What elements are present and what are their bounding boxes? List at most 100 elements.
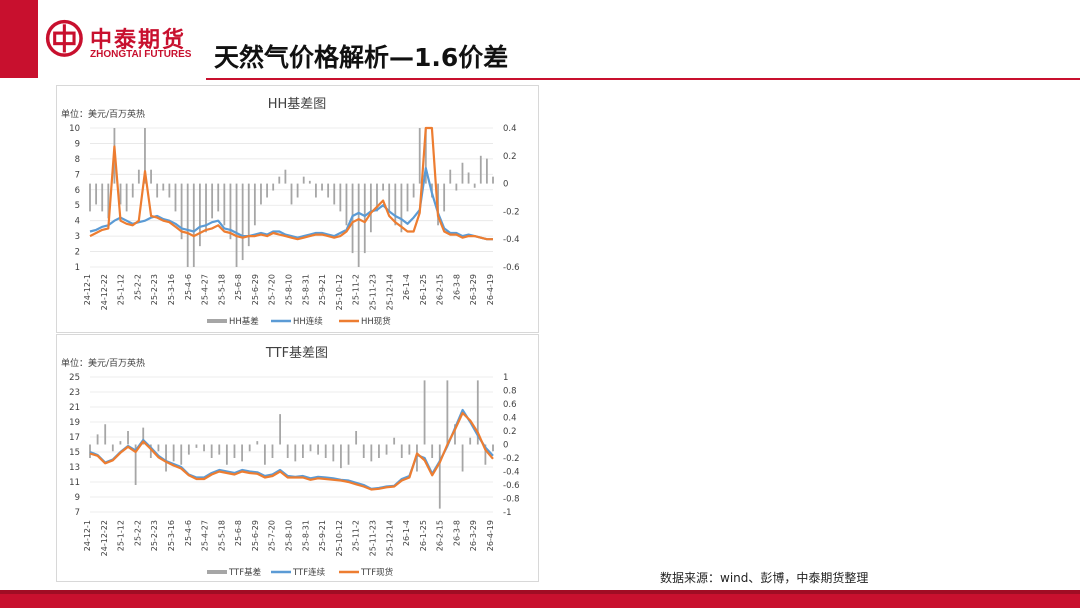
basis-bar bbox=[162, 183, 165, 191]
basis-bar bbox=[187, 444, 190, 455]
y-tick-label: 17 bbox=[69, 433, 80, 443]
y-tick-label: 3 bbox=[75, 232, 80, 242]
basis-bar bbox=[101, 183, 104, 212]
x-tick-label: 25-3-16 bbox=[167, 520, 176, 551]
basis-bar bbox=[461, 162, 464, 184]
basis-bar bbox=[186, 183, 189, 267]
basis-bar bbox=[492, 176, 494, 184]
basis-bar bbox=[137, 169, 140, 184]
ttf-basis-panel: TTF基差图 单位：美元/百万英热 7 9 11 13 15 17 19 21 23 25 -1 -0.8… bbox=[56, 334, 539, 582]
y2-tick-label: 0.2 bbox=[503, 152, 517, 162]
y2-tick-label: -0.6 bbox=[503, 263, 520, 273]
y2-tick-label: 0.4 bbox=[503, 414, 517, 424]
y-tick-label: 13 bbox=[69, 463, 80, 473]
x-tick-label: 25-9-21 bbox=[318, 274, 327, 305]
basis-bar bbox=[418, 128, 421, 184]
basis-bar bbox=[355, 431, 358, 445]
x-tick-label: 25-8-10 bbox=[285, 520, 294, 551]
y-tick-label: 15 bbox=[69, 448, 80, 458]
basis-bar bbox=[180, 183, 183, 240]
basis-bar bbox=[248, 444, 251, 452]
x-tick-label: 26-1-4 bbox=[402, 274, 411, 300]
x-tick-label: 25-5-18 bbox=[217, 274, 226, 305]
basis-bar bbox=[324, 444, 327, 458]
basis-bar bbox=[131, 183, 134, 198]
y2-tick-label: -0.2 bbox=[503, 207, 520, 217]
basis-bar bbox=[89, 444, 91, 458]
x-tick-label: 25-3-16 bbox=[167, 274, 176, 305]
basis-bar bbox=[378, 444, 380, 458]
basis-bar bbox=[235, 183, 238, 267]
basis-bar bbox=[119, 183, 122, 205]
footer-bar bbox=[0, 590, 1080, 608]
basis-bar bbox=[165, 444, 167, 472]
basis-bar bbox=[279, 414, 281, 445]
x-tick-label: 25-10-12 bbox=[335, 274, 344, 310]
x-tick-label: 26-4-19 bbox=[486, 274, 495, 305]
basis-bar bbox=[431, 444, 434, 458]
basis-bar bbox=[369, 183, 372, 233]
basis-bar bbox=[479, 155, 482, 184]
basis-bar bbox=[260, 183, 262, 205]
footer-bar-edge bbox=[0, 590, 1080, 594]
basis-bar bbox=[271, 444, 274, 458]
y2-tick-label: -0.8 bbox=[503, 495, 520, 505]
basis-bar bbox=[469, 437, 472, 445]
y-tick-label: 6 bbox=[75, 186, 80, 196]
unit-label: 单位：美元/百万英热 bbox=[61, 108, 145, 120]
x-tick-label: 26-4-19 bbox=[486, 520, 495, 551]
x-tick-label: 25-2-2 bbox=[133, 520, 142, 546]
basis-bar bbox=[382, 183, 384, 191]
title-underline bbox=[206, 78, 1080, 80]
x-tick-label: 26-1-25 bbox=[419, 520, 428, 551]
basis-bar bbox=[89, 183, 91, 212]
x-tick-label: 25-2-23 bbox=[150, 520, 159, 551]
basis-bar bbox=[217, 183, 220, 212]
legend-label: HH连续 bbox=[293, 316, 323, 327]
basis-bar bbox=[233, 444, 236, 458]
y2-tick-label: -0.4 bbox=[503, 235, 520, 245]
x-tick-label: 25-2-2 bbox=[133, 274, 142, 300]
x-tick-label: 25-10-12 bbox=[335, 520, 344, 556]
y-tick-label: 7 bbox=[75, 508, 80, 518]
x-tick-label: 26-3-8 bbox=[452, 520, 461, 546]
basis-bar bbox=[443, 183, 446, 212]
basis-bar bbox=[195, 444, 198, 448]
x-tick-label: 24-12-1 bbox=[83, 520, 92, 551]
basis-bar bbox=[347, 444, 350, 465]
chart-title: TTF基差图 bbox=[265, 346, 328, 361]
y2-tick-label: -0.6 bbox=[503, 481, 520, 491]
x-tick-label: 24-12-1 bbox=[83, 274, 92, 305]
basis-bar bbox=[241, 444, 243, 462]
x-tick-label: 24-12-22 bbox=[100, 274, 109, 310]
basis-bar bbox=[357, 183, 360, 267]
basis-bar bbox=[149, 444, 152, 458]
basis-bar bbox=[96, 434, 99, 445]
basis-bar bbox=[385, 444, 388, 455]
page-title: 天然气价格解析—1.6价差 bbox=[214, 43, 509, 72]
basis-bar bbox=[423, 380, 426, 445]
basis-bar bbox=[180, 444, 183, 465]
x-tick-label: 25-1-12 bbox=[117, 274, 126, 305]
x-tick-label: 25-11-2 bbox=[352, 520, 361, 551]
hh-basis-panel: HH基差图 单位：美元/百万英热 1 2 3 4 5 6 7 8 9 10 -0.6 -0.4 -0.2 0 0… bbox=[56, 85, 539, 333]
basis-bar bbox=[332, 444, 335, 462]
x-tick-label: 25-1-12 bbox=[117, 520, 126, 551]
basis-bar bbox=[333, 183, 336, 205]
basis-bar bbox=[449, 169, 452, 184]
y-tick-label: 19 bbox=[69, 418, 80, 428]
basis-bar bbox=[388, 183, 391, 212]
basis-bar bbox=[205, 183, 207, 233]
y-tick-label: 21 bbox=[69, 403, 80, 413]
basis-bar bbox=[107, 183, 110, 219]
x-tick-label: 25-8-10 bbox=[285, 274, 294, 305]
basis-bar bbox=[156, 183, 159, 198]
y2-tick-label: -0.2 bbox=[503, 454, 520, 464]
legend-label: HH基差 bbox=[229, 316, 259, 327]
basis-bar bbox=[473, 183, 476, 188]
basis-bar bbox=[144, 128, 146, 184]
zhongtai-logo bbox=[45, 19, 83, 57]
basis-bar bbox=[345, 183, 348, 226]
y-tick-label: 23 bbox=[69, 388, 80, 398]
